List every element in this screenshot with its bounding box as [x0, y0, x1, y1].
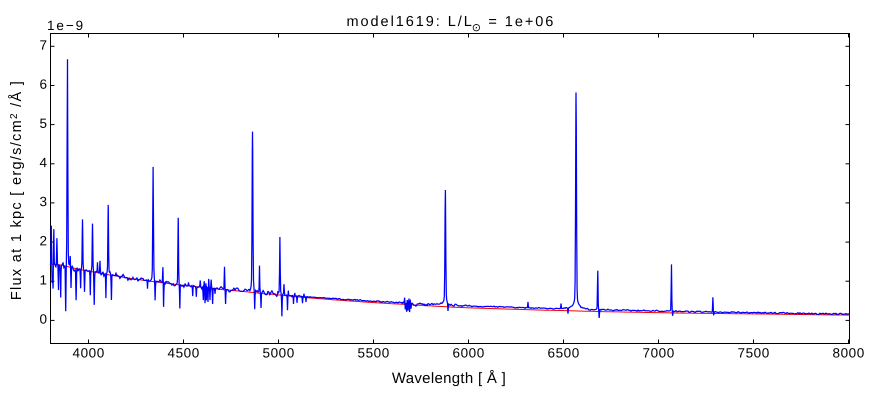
svg-text:3: 3	[39, 194, 47, 209]
svg-text:5500: 5500	[357, 345, 389, 360]
svg-text:model1619: L/L⊙ = 1e+06: model1619: L/L⊙ = 1e+06	[346, 14, 555, 34]
svg-text:1e−9: 1e−9	[47, 18, 85, 33]
svg-text:1: 1	[39, 272, 47, 287]
svg-text:4500: 4500	[167, 345, 199, 360]
svg-text:6500: 6500	[547, 345, 579, 360]
svg-text:6000: 6000	[452, 345, 484, 360]
svg-text:2: 2	[39, 233, 47, 248]
svg-text:7000: 7000	[642, 345, 674, 360]
svg-text:5000: 5000	[262, 345, 294, 360]
svg-text:Wavelength [ Å ]: Wavelength [ Å ]	[392, 370, 506, 387]
svg-text:7: 7	[39, 38, 47, 53]
svg-text:7500: 7500	[737, 345, 769, 360]
svg-text:Flux at 1 kpc [ erg/s/cm2 /Å ]: Flux at 1 kpc [ erg/s/cm2 /Å ]	[8, 80, 25, 300]
svg-text:4: 4	[39, 155, 47, 170]
svg-text:5: 5	[39, 116, 47, 131]
svg-text:8000: 8000	[832, 345, 864, 360]
svg-text:4000: 4000	[72, 345, 104, 360]
svg-text:0: 0	[39, 312, 47, 327]
svg-text:6: 6	[39, 77, 47, 92]
